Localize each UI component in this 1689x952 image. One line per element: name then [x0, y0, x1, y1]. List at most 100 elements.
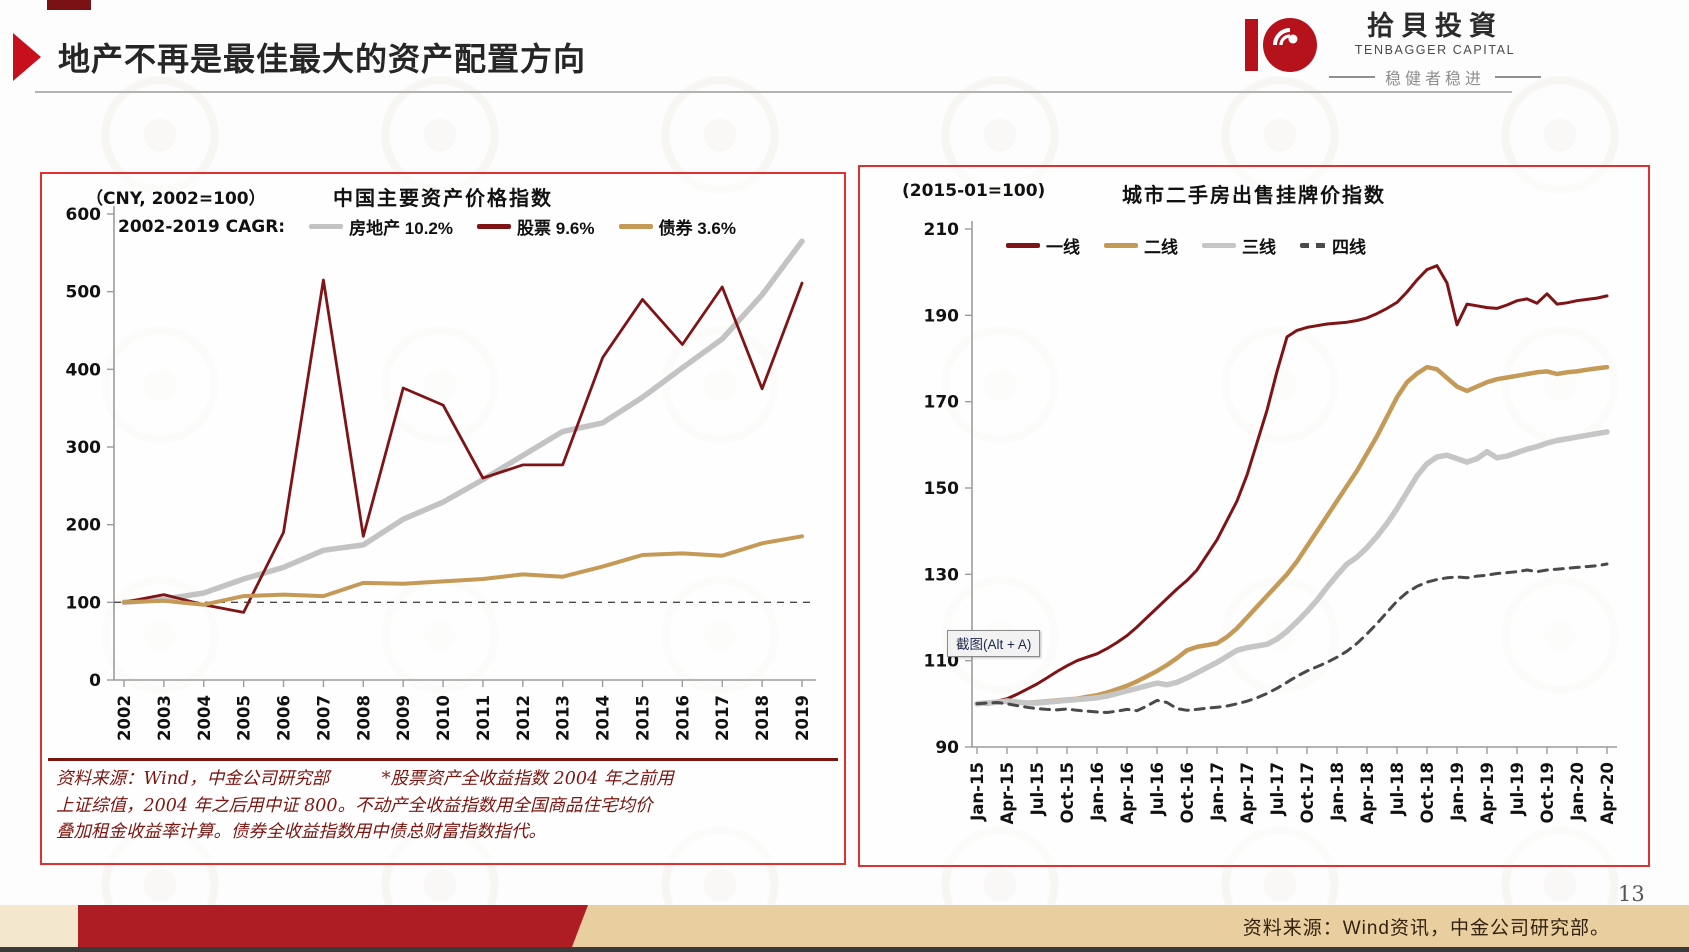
page-number: 13 [1618, 882, 1645, 906]
footer-source-text: 资料来源：Wind资讯，中金公司研究部。 [1242, 918, 1610, 939]
svg-text:Jan-20: Jan-20 [1568, 762, 1587, 822]
title-bullet-icon [13, 33, 41, 81]
right-chart-title: 城市二手房出售挂牌价指数 [1122, 183, 1386, 207]
svg-text:200: 200 [66, 516, 102, 536]
page-title: 地产不再是最佳最大的资产配置方向 [58, 40, 587, 78]
svg-text:Apr-19: Apr-19 [1478, 762, 1497, 825]
left-chart-panel: （CNY, 2002=100） 中国主要资产价格指数 2002-2019 CAG… [40, 172, 846, 865]
header-divider [35, 91, 1512, 93]
svg-text:170: 170 [924, 393, 960, 413]
svg-text:Jul-15: Jul-15 [1028, 762, 1047, 816]
legend-swatch-icon [1202, 243, 1236, 248]
svg-text:90: 90 [935, 738, 959, 758]
left-chart-unit-label: （CNY, 2002=100） [86, 189, 266, 209]
svg-text:Oct-16: Oct-16 [1178, 762, 1197, 824]
svg-text:Jan-16: Jan-16 [1088, 762, 1107, 822]
svg-text:Apr-16: Apr-16 [1118, 762, 1137, 825]
right-chart-panel: (2015-01=100) 城市二手房出售挂牌价指数 一线 二线 三线 四线 90 11… [858, 165, 1650, 867]
svg-text:2008: 2008 [354, 695, 373, 741]
footer-bar: 资料来源：Wind资讯，中金公司研究部。 [0, 905, 1689, 947]
legend-label: 股票 9.6% [517, 219, 595, 238]
svg-text:Apr-20: Apr-20 [1598, 762, 1617, 825]
legend-item-3: 四线 [1300, 233, 1366, 258]
svg-text:2013: 2013 [554, 695, 573, 741]
legend-item-0: 一线 [1006, 233, 1080, 258]
svg-text:Oct-15: Oct-15 [1058, 762, 1077, 824]
svg-text:2006: 2006 [275, 695, 294, 741]
legend-item-1: 二线 [1104, 233, 1178, 258]
svg-text:130: 130 [924, 565, 960, 585]
svg-text:2019: 2019 [793, 695, 812, 741]
svg-text:Jul-17: Jul-17 [1268, 762, 1287, 816]
svg-text:600: 600 [66, 205, 102, 225]
legend-item-2: 三线 [1202, 233, 1276, 258]
svg-text:Jul-18: Jul-18 [1388, 762, 1407, 816]
left-chart-plot: 0 100 200 300 400 500 600 2002 2003 2004 2005 2006 2… [66, 205, 816, 741]
svg-text:500: 500 [66, 283, 102, 303]
svg-text:2007: 2007 [314, 695, 333, 741]
svg-text:Jul-16: Jul-16 [1148, 762, 1167, 816]
left-chart-footnote: 资料来源：Wind，中金公司研究部 *股票资产全收益指数 2004 年之前用 上证… [56, 766, 834, 846]
legend-item-2: 债券 3.6% [618, 214, 736, 239]
footnote-line: 叠加租金收益率计算。债券全收益指数用中债总财富指数指代。 [56, 822, 546, 843]
legend-label: 一线 [1046, 238, 1080, 257]
footer-cream-strip [0, 905, 78, 947]
svg-text:300: 300 [66, 438, 102, 458]
brand-tagline: 稳健者稳进 [1329, 65, 1541, 89]
svg-text:100: 100 [66, 593, 102, 613]
svg-text:Jan-18: Jan-18 [1328, 762, 1347, 822]
svg-text:190: 190 [924, 306, 960, 326]
legend-swatch-icon [1300, 243, 1326, 248]
legend-item-0: 房地产 10.2% [309, 214, 453, 239]
footer-red-band [78, 905, 588, 947]
left-legend-prefix: 2002-2019 CAGR: [118, 216, 286, 237]
svg-text:210: 210 [924, 220, 960, 240]
screenshot-tool-badge[interactable]: 截图(Alt + A) [947, 630, 1041, 657]
legend-swatch-icon [618, 224, 653, 229]
right-chart-legend: 一线 二线 三线 四线 [1006, 233, 1366, 258]
svg-text:2003: 2003 [155, 695, 174, 741]
svg-text:Apr-17: Apr-17 [1238, 762, 1257, 825]
svg-text:2009: 2009 [394, 695, 413, 741]
legend-label: 二线 [1144, 238, 1178, 257]
svg-text:2012: 2012 [514, 695, 533, 741]
legend-label: 房地产 10.2% [349, 219, 454, 238]
svg-text:Jan-17: Jan-17 [1208, 762, 1227, 822]
brand-tagline-text: 稳健者稳进 [1384, 70, 1485, 88]
svg-text:2002: 2002 [115, 695, 134, 741]
right-chart-unit-label: (2015-01=100) [902, 181, 1046, 201]
svg-text:2017: 2017 [713, 695, 732, 741]
svg-text:2018: 2018 [753, 695, 772, 741]
svg-text:2010: 2010 [434, 695, 453, 741]
brand-logo-icon [1244, 12, 1319, 83]
svg-text:400: 400 [66, 360, 102, 380]
svg-text:0: 0 [89, 671, 101, 691]
svg-text:Jan-15: Jan-15 [968, 762, 987, 822]
left-chart-legend: 2002-2019 CAGR: 房地产 10.2% 股票 9.6% 债券 3.6% [118, 214, 736, 239]
svg-text:2016: 2016 [673, 695, 692, 741]
svg-text:150: 150 [924, 479, 960, 499]
left-chart-title: 中国主要资产价格指数 [333, 186, 553, 210]
legend-item-1: 股票 9.6% [477, 214, 595, 239]
brand-name-en: TENBAGGER CAPITAL [1354, 42, 1516, 57]
brand-name-cn: 拾貝投資 [1366, 11, 1503, 41]
svg-text:2004: 2004 [195, 695, 214, 741]
svg-text:2014: 2014 [594, 695, 613, 741]
legend-label: 三线 [1242, 238, 1276, 257]
svg-text:Apr-15: Apr-15 [998, 762, 1017, 825]
legend-swatch-icon [477, 224, 512, 229]
svg-text:2011: 2011 [474, 695, 493, 741]
footnote-line: 上证综值，2004 年之后用中证 800。不动产全收益指数用全国商品住宅均价 [56, 795, 653, 816]
svg-text:Jul-19: Jul-19 [1508, 762, 1527, 816]
slide-corner-mark [47, 0, 91, 10]
legend-swatch-icon [1006, 243, 1040, 248]
svg-text:Apr-18: Apr-18 [1358, 762, 1377, 825]
brand-logo: 拾貝投資 TENBAGGER CAPITAL 稳健者稳进 [1244, 11, 1541, 89]
footnote-line: 资料来源：Wind，中金公司研究部 *股票资产全收益指数 2004 年之前用 [56, 769, 674, 789]
legend-swatch-icon [1104, 243, 1138, 248]
footer-dark-strip [0, 947, 1689, 952]
left-chart-footnote-divider [48, 758, 838, 761]
legend-label: 四线 [1332, 238, 1366, 257]
svg-text:Oct-19: Oct-19 [1538, 762, 1557, 824]
